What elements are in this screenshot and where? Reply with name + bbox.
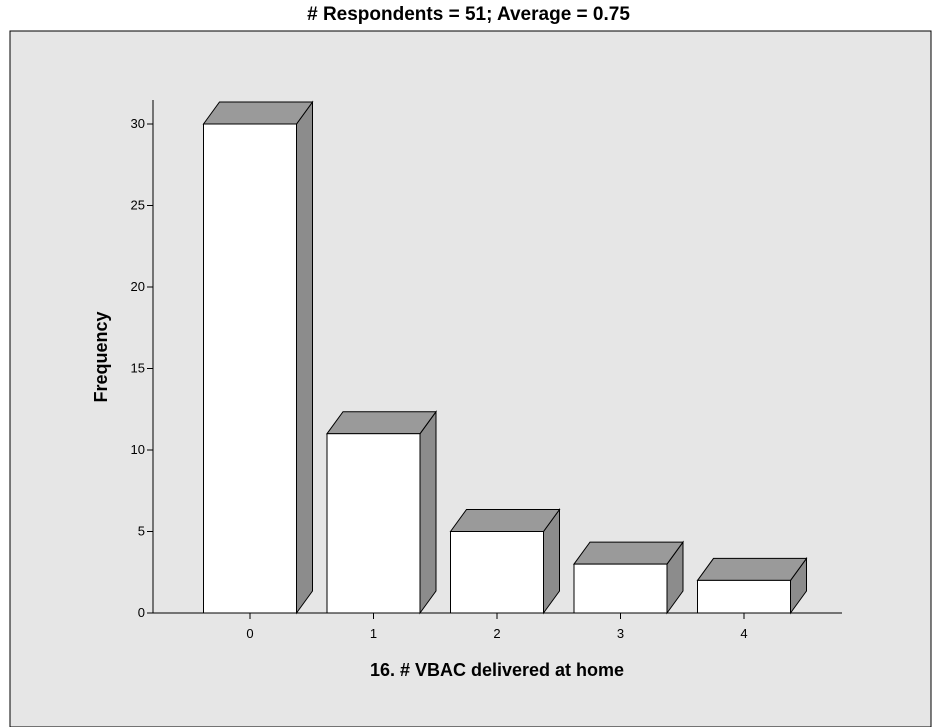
x-tick-label: 3: [617, 626, 624, 641]
bar-1: [326, 433, 421, 614]
y-tick-label: 10: [131, 442, 145, 457]
bar-2: [450, 531, 544, 614]
bar-0: [203, 123, 297, 614]
bar-top-0: [202, 101, 314, 125]
chart-title: # Respondents = 51; Average = 0.75: [307, 4, 630, 25]
labels-group: 0 5 10 15 20 25 30 0 1 2 3 4 16. # VBAC delivered at…: [91, 116, 748, 680]
y-tick-label: 20: [131, 279, 145, 294]
x-tick-label: 2: [493, 626, 500, 641]
bar-3: [573, 563, 668, 614]
bar-top-2: [449, 509, 561, 532]
bar-side-1: [419, 410, 437, 615]
x-tick-label: 4: [740, 626, 747, 641]
bars-group: [202, 100, 808, 615]
bar-4: [697, 579, 791, 614]
y-tick-label: 15: [131, 361, 145, 376]
x-tick-label: 1: [370, 626, 377, 641]
plot-frame: [9, 30, 932, 727]
y-tick-label: 30: [131, 116, 145, 131]
y-tick-label: 5: [138, 524, 145, 539]
x-tick-label: 0: [246, 626, 253, 641]
y-tick-label: 0: [138, 605, 145, 620]
y-tick-label: 25: [131, 198, 145, 213]
x-axis-label: 16. # VBAC delivered at home: [370, 660, 624, 680]
bar-top-4: [696, 557, 808, 581]
bar-side-0: [296, 100, 313, 615]
bar-top-3: [573, 541, 684, 565]
y-axis-label: Frequency: [91, 311, 111, 402]
bar-top-1: [326, 411, 437, 435]
